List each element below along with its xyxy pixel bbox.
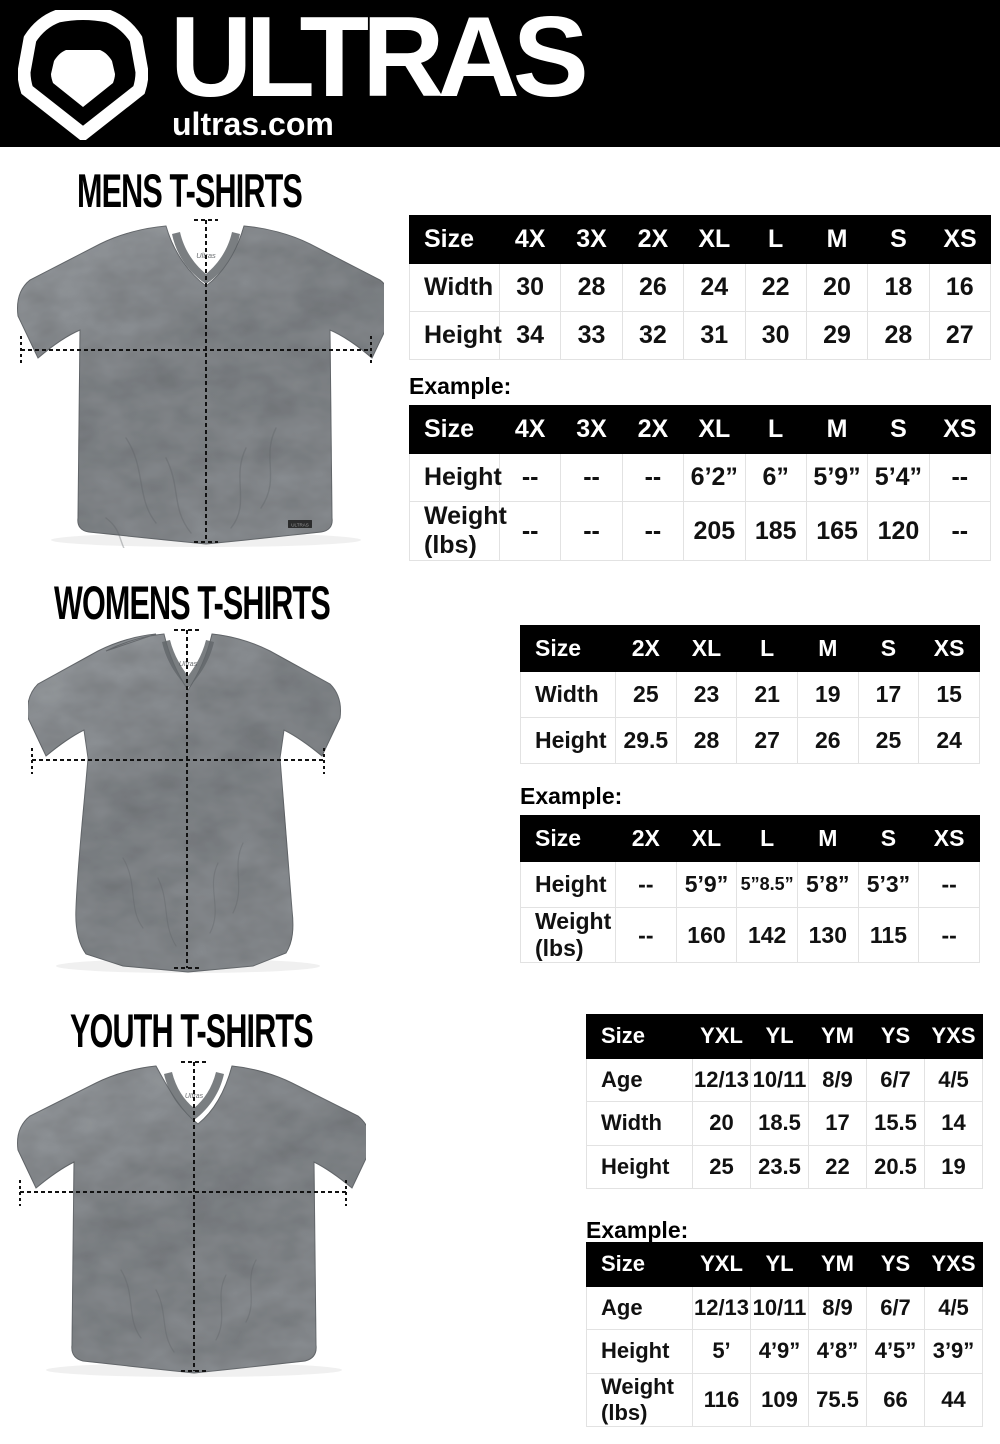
svg-text:Ultras: Ultras: [179, 661, 198, 668]
svg-text:ULTRAS: ULTRAS: [291, 523, 308, 528]
